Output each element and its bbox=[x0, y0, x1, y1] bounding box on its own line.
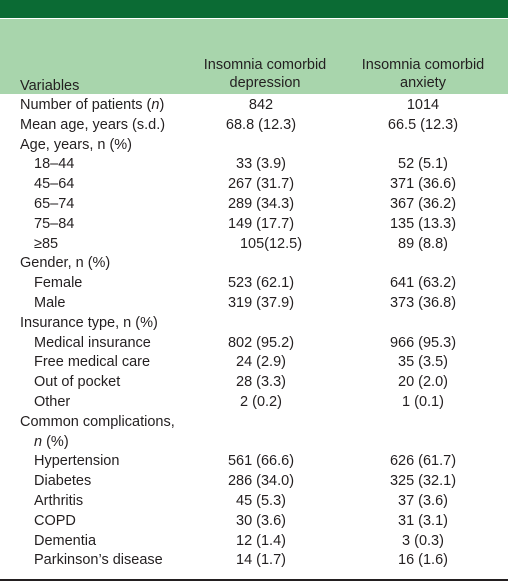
table-row: Parkinson’s disease 14 (1.7) 16 (1.6) bbox=[0, 551, 508, 571]
row-label: Out of pocket bbox=[34, 374, 121, 391]
row-label: Age, years, n (%) bbox=[20, 136, 133, 153]
row-label: 75–84 bbox=[34, 215, 75, 232]
cell-depression: 105(12.5) bbox=[239, 235, 303, 252]
table-row: Male 319 (37.9) 373 (36.8) bbox=[0, 294, 508, 314]
table-body: Number of patients (n) 842 1014 Mean age, y… bbox=[0, 96, 508, 571]
cell-anxiety: 89 (8.8) bbox=[398, 235, 448, 252]
row-label: Number of patients (n) bbox=[20, 97, 165, 113]
table-row: Gender, n (%) bbox=[0, 254, 508, 274]
row-label: Dementia bbox=[34, 532, 97, 549]
table-row: Other 2 (0.2) 1 (0.1) bbox=[0, 393, 508, 413]
cell-anxiety: 1 (0.1) bbox=[402, 393, 444, 410]
cell-anxiety: 373 (36.8) bbox=[389, 294, 457, 311]
table-row: Arthritis 45 (5.3) 37 (3.6) bbox=[0, 492, 508, 512]
row-label: Medical insurance bbox=[34, 334, 151, 351]
row-label: Hypertension bbox=[34, 453, 120, 470]
cell-anxiety: 31 (3.1) bbox=[398, 512, 448, 529]
table-row: Free medical care 24 (2.9) 35 (3.5) bbox=[0, 353, 508, 373]
cell-depression: 33 (3.9) bbox=[236, 156, 286, 173]
row-label: 45–64 bbox=[34, 176, 75, 193]
cell-depression: 289 (34.3) bbox=[227, 195, 295, 212]
header-anxiety-line2: anxiety bbox=[400, 75, 446, 91]
cell-anxiety: 325 (32.1) bbox=[389, 473, 457, 490]
table-row: Diabetes 286 (34.0) 325 (32.1) bbox=[0, 472, 508, 492]
cell-anxiety: 1014 bbox=[406, 97, 440, 113]
cell-anxiety: 20 (2.0) bbox=[398, 374, 448, 391]
cell-anxiety: 641 (63.2) bbox=[389, 275, 457, 292]
cell-anxiety: 3 (0.3) bbox=[402, 532, 444, 549]
cell-depression: 24 (2.9) bbox=[236, 354, 286, 371]
row-label: Male bbox=[34, 294, 66, 311]
row-label: Other bbox=[34, 393, 71, 410]
row-label: Free medical care bbox=[34, 354, 151, 371]
header-depression: Insomnia comorbid depression bbox=[190, 56, 340, 92]
table-row: 45–64 267 (31.7) 371 (36.6) bbox=[0, 175, 508, 195]
cell-depression: 68.8 (12.3) bbox=[225, 116, 297, 133]
header-depression-line1: Insomnia comorbid bbox=[203, 57, 327, 73]
row-label: Gender, n (%) bbox=[20, 255, 111, 272]
cell-depression: 802 (95.2) bbox=[227, 334, 295, 351]
bottom-rule bbox=[0, 579, 508, 581]
cell-depression: 267 (31.7) bbox=[227, 176, 295, 193]
cell-anxiety: 626 (61.7) bbox=[389, 453, 457, 470]
cell-anxiety: 371 (36.6) bbox=[389, 176, 457, 193]
cell-depression: 286 (34.0) bbox=[227, 473, 295, 490]
cell-depression: 561 (66.6) bbox=[227, 453, 295, 470]
cell-depression: 12 (1.4) bbox=[236, 532, 286, 549]
row-label: n (%) bbox=[34, 433, 69, 450]
table-row: Age, years, n (%) bbox=[0, 136, 508, 156]
header-anxiety-line1: Insomnia comorbid bbox=[361, 57, 485, 73]
row-label: Female bbox=[34, 275, 83, 292]
cell-anxiety: 37 (3.6) bbox=[398, 492, 448, 509]
table-row: ≥85 105(12.5) 89 (8.8) bbox=[0, 235, 508, 255]
table-row: n (%) bbox=[0, 433, 508, 453]
table-row: Female 523 (62.1) 641 (63.2) bbox=[0, 274, 508, 294]
cell-anxiety: 16 (1.6) bbox=[398, 552, 448, 569]
row-label: COPD bbox=[34, 512, 76, 529]
row-label: Parkinson’s disease bbox=[34, 552, 163, 569]
cell-depression: 523 (62.1) bbox=[227, 275, 295, 292]
row-label: 18–44 bbox=[34, 156, 75, 173]
row-label: Diabetes bbox=[34, 473, 92, 490]
table-row: COPD 30 (3.6) 31 (3.1) bbox=[0, 512, 508, 532]
cell-depression: 14 (1.7) bbox=[236, 552, 286, 569]
row-label: 65–74 bbox=[34, 195, 75, 212]
row-label: ≥85 bbox=[34, 235, 59, 252]
table-row: 65–74 289 (34.3) 367 (36.2) bbox=[0, 195, 508, 215]
table-row: Mean age, years (s.d.) 68.8 (12.3) 66.5 (1… bbox=[0, 116, 508, 136]
table-row: 18–44 33 (3.9) 52 (5.1) bbox=[0, 155, 508, 175]
table-row: Medical insurance 802 (95.2) 966 (95.3) bbox=[0, 334, 508, 354]
table-row: Hypertension 561 (66.6) 626 (61.7) bbox=[0, 452, 508, 472]
header-anxiety: Insomnia comorbid anxiety bbox=[350, 56, 496, 92]
row-label: Mean age, years (s.d.) bbox=[20, 116, 166, 133]
table-row: Dementia 12 (1.4) 3 (0.3) bbox=[0, 532, 508, 552]
cell-depression: 842 bbox=[248, 97, 274, 113]
cell-anxiety: 35 (3.5) bbox=[398, 354, 448, 371]
cell-depression: 2 (0.2) bbox=[240, 393, 282, 410]
row-label: Common complications, bbox=[20, 413, 175, 430]
cell-anxiety: 52 (5.1) bbox=[398, 156, 448, 173]
table-row: Common complications, bbox=[0, 413, 508, 433]
cell-anxiety: 367 (36.2) bbox=[389, 195, 457, 212]
table-row: Insurance type, n (%) bbox=[0, 314, 508, 334]
cell-anxiety: 66.5 (12.3) bbox=[387, 116, 459, 133]
row-label: Insurance type, n (%) bbox=[20, 314, 158, 331]
table-row: Out of pocket 28 (3.3) 20 (2.0) bbox=[0, 373, 508, 393]
table-row: Number of patients (n) 842 1014 bbox=[0, 96, 508, 116]
table-header: Variables Insomnia comorbid depression I… bbox=[0, 18, 508, 94]
cell-anxiety: 135 (13.3) bbox=[389, 215, 457, 232]
cell-depression: 319 (37.9) bbox=[227, 294, 295, 311]
cell-depression: 45 (5.3) bbox=[236, 492, 286, 509]
row-label: Arthritis bbox=[34, 492, 84, 509]
header-depression-line2: depression bbox=[229, 75, 301, 91]
cell-anxiety: 966 (95.3) bbox=[389, 334, 457, 351]
header-variables: Variables bbox=[20, 78, 80, 94]
cell-depression: 30 (3.6) bbox=[236, 512, 286, 529]
table-row: 75–84 149 (17.7) 135 (13.3) bbox=[0, 215, 508, 235]
cell-depression: 149 (17.7) bbox=[227, 215, 295, 232]
title-bar bbox=[0, 0, 508, 18]
cell-depression: 28 (3.3) bbox=[236, 374, 286, 391]
